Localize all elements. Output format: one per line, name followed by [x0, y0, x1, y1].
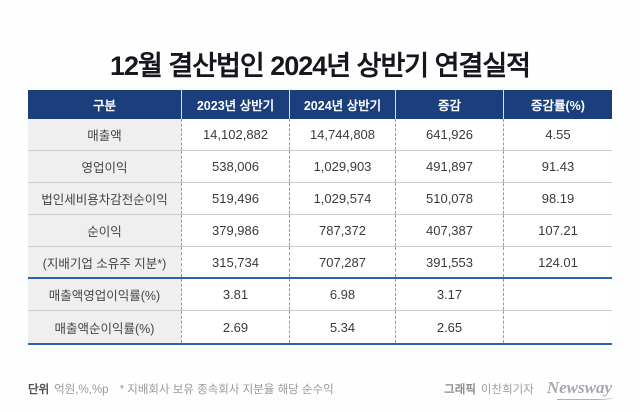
table-row-net-margin: 매출액순이익률(%) 2.69 5.34 2.65	[28, 311, 612, 343]
value-2024: 1,029,903	[289, 151, 395, 182]
value-change: 407,387	[395, 215, 503, 246]
value-change: 491,897	[395, 151, 503, 182]
table-header-row: 구분 2023년 상반기 2024년 상반기 증감 증감률(%)	[28, 90, 612, 119]
value-2023: 2.69	[181, 311, 289, 343]
table-row-pretax-profit: 법인세비용차감전순이익 519,496 1,029,574 510,078 98…	[28, 183, 612, 215]
credit-name: 이찬희기자	[480, 384, 534, 396]
column-header-2023-h1: 2023년 상반기	[181, 90, 289, 119]
results-table: 구분 2023년 상반기 2024년 상반기 증감 증감률(%) 매출액 14,…	[28, 90, 612, 345]
footer-credit: 그래픽 이찬희기자 Newsway	[444, 378, 615, 401]
value-change-pct: 124.01	[503, 247, 612, 277]
value-2024: 707,287	[289, 247, 395, 277]
value-2023: 538,006	[181, 151, 289, 182]
footnote: * 지배회사 보유 종속회사 지분율 해당 순수익	[119, 384, 334, 396]
value-change-pct: 91.43	[503, 151, 612, 182]
newsway-logo: Newsway	[547, 378, 615, 401]
row-label: 영업이익	[28, 151, 181, 182]
unit-text: 억원,%,%p	[54, 384, 109, 396]
value-change-pct	[503, 279, 612, 310]
value-change: 641,926	[395, 119, 503, 150]
credit-label: 그래픽	[444, 384, 476, 396]
column-header-category: 구분	[92, 99, 116, 113]
value-2024: 1,029,574	[289, 183, 395, 214]
value-2024: 5.34	[289, 311, 395, 343]
value-change: 3.17	[395, 279, 503, 310]
value-2023: 379,986	[181, 215, 289, 246]
row-label: 매출액영업이익률(%)	[28, 279, 181, 310]
table-row-operating-margin: 매출액영업이익률(%) 3.81 6.98 3.17	[28, 279, 612, 311]
value-change-pct: 98.19	[503, 183, 612, 214]
row-label: (지배기업 소유주 지분*)	[28, 247, 181, 277]
row-label: 매출액순이익률(%)	[28, 311, 181, 343]
unit-label: 단위	[28, 384, 50, 396]
value-change-pct	[503, 311, 612, 343]
row-label: 매출액	[28, 119, 181, 150]
row-label: 법인세비용차감전순이익	[28, 183, 181, 214]
footer: 단위 억원,%,%p * 지배회사 보유 종속회사 지분율 해당 순수익 그래픽…	[28, 376, 615, 402]
value-2024: 14,744,808	[289, 119, 395, 150]
page-title: 12월 결산법인 2024년 상반기 연결실적	[109, 51, 531, 81]
value-change: 510,078	[395, 183, 503, 214]
value-change-pct: 107.21	[503, 215, 612, 246]
value-2023: 315,734	[181, 247, 289, 277]
row-label: 순이익	[28, 215, 181, 246]
value-2024: 787,372	[289, 215, 395, 246]
value-2024: 6.98	[289, 279, 395, 310]
table-row-net-profit: 순이익 379,986 787,372 407,387 107.21	[28, 215, 612, 247]
table-row-operating-profit: 영업이익 538,006 1,029,903 491,897 91.43	[28, 151, 612, 183]
value-2023: 3.81	[181, 279, 289, 310]
column-header-change-pct: 증감률(%)	[503, 90, 612, 119]
value-change-pct: 4.55	[503, 119, 612, 150]
column-header-2024-h1: 2024년 상반기	[289, 90, 395, 119]
table-row-revenue: 매출액 14,102,882 14,744,808 641,926 4.55	[28, 119, 612, 151]
value-change: 2.65	[395, 311, 503, 343]
column-header-change: 증감	[395, 90, 503, 119]
value-2023: 14,102,882	[181, 119, 289, 150]
table-row-controlling-interest: (지배기업 소유주 지분*) 315,734 707,287 391,553 1…	[28, 247, 612, 279]
footer-unit-note: 단위 억원,%,%p * 지배회사 보유 종속회사 지분율 해당 순수익	[28, 381, 334, 397]
value-2023: 519,496	[181, 183, 289, 214]
value-change: 391,553	[395, 247, 503, 277]
